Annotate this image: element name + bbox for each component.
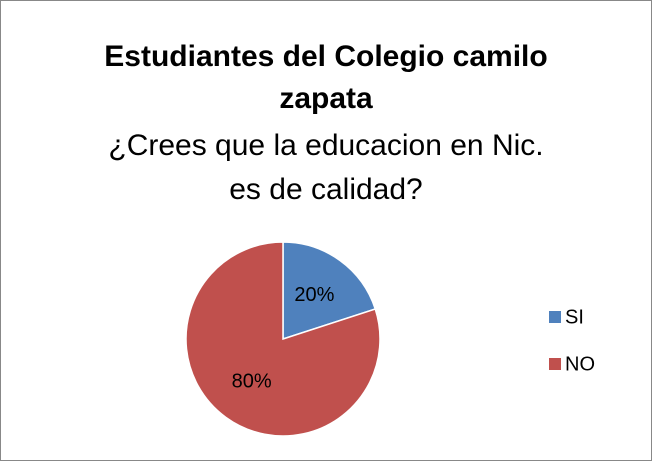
legend-swatch [549, 311, 561, 323]
data-label: 20% [294, 284, 334, 306]
chart-subtitle: ¿Crees que la educacion en Nic. es de ca… [108, 129, 544, 206]
legend-label: SI [565, 306, 584, 328]
chart-title: Estudiantes del Colegio camilo zapata [104, 40, 548, 115]
pie-slice [282, 241, 377, 341]
data-label: 80% [232, 370, 272, 392]
pie-slice [185, 241, 381, 437]
legend-swatch [549, 358, 561, 370]
legend-label: NO [565, 353, 595, 375]
